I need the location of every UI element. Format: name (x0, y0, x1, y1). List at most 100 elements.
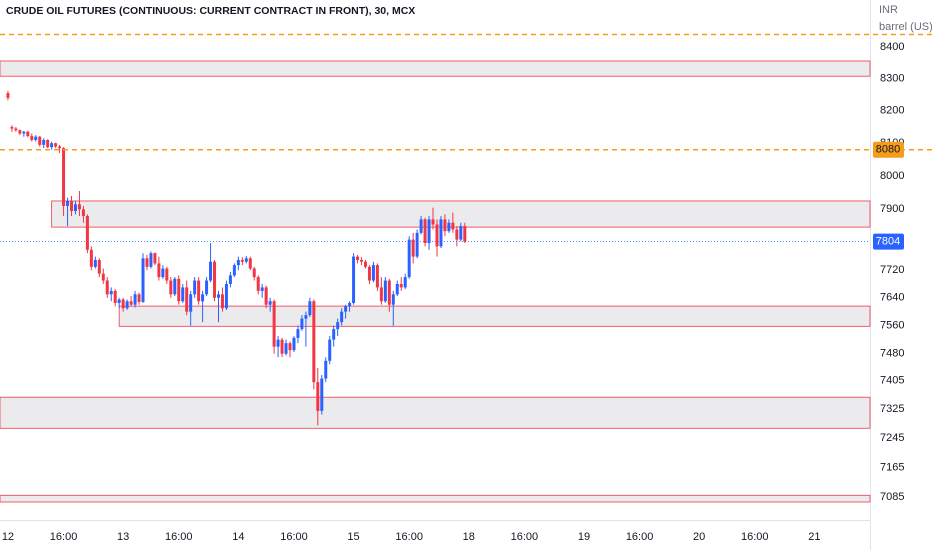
candle-body (360, 259, 364, 262)
candle-body (312, 301, 316, 383)
y-tick-label: 7325 (880, 403, 904, 415)
candle-body (304, 315, 308, 319)
x-tick-label: 16:00 (50, 531, 78, 543)
candle-body (50, 143, 54, 148)
candle-body (419, 219, 423, 233)
zone (0, 494, 871, 503)
candle-body (352, 256, 356, 303)
candle-body (399, 283, 403, 288)
x-tick-label: 16:00 (626, 531, 654, 543)
y-tick-label: 8300 (880, 73, 904, 85)
candle-body (70, 200, 74, 211)
y-tick-label: 8400 (880, 41, 904, 53)
candle-body (149, 253, 153, 267)
candle-body (264, 287, 268, 305)
zone (0, 396, 871, 429)
candle-body (125, 301, 129, 309)
candle-body (165, 268, 169, 281)
candle-body (375, 265, 379, 288)
zone (118, 305, 871, 327)
candle-body (391, 294, 395, 305)
candle-body (66, 200, 70, 206)
candle-body (240, 259, 244, 262)
candle-body (336, 322, 340, 330)
candle-body (189, 294, 193, 312)
candle-body (133, 294, 137, 305)
candle-body (109, 290, 113, 295)
candle-body (300, 318, 304, 330)
candle-body (62, 148, 66, 206)
candle-body (161, 268, 165, 278)
candle-body (54, 143, 58, 147)
candle-body (113, 290, 117, 303)
candle-body (224, 283, 228, 309)
x-tick-label: 12 (2, 531, 14, 543)
candle-body (256, 277, 260, 291)
candle-body (209, 261, 213, 281)
candle-body (157, 263, 161, 278)
candle-body (220, 294, 224, 309)
candle-body (81, 209, 85, 217)
candle-body (213, 261, 217, 298)
y-tick-label: 7640 (880, 292, 904, 304)
candle-body (77, 204, 81, 210)
x-tick-label: 16:00 (280, 531, 308, 543)
candle-body (379, 287, 383, 302)
candle-body (205, 280, 209, 295)
candle-body (439, 219, 443, 247)
candle-body (280, 339, 284, 354)
y-tick-label: 7480 (880, 348, 904, 360)
candle-body (431, 219, 435, 225)
candle-body (26, 131, 30, 137)
candle-body (356, 256, 360, 260)
candle-body (308, 301, 312, 316)
candle-body (193, 280, 197, 295)
y-tick-label: 7245 (880, 432, 904, 444)
candle-body (34, 136, 38, 140)
y-tick-label: 7900 (880, 203, 904, 215)
candle-body (459, 226, 463, 240)
candle-body (340, 311, 344, 323)
candle-body (447, 222, 451, 232)
y-tick-label: 7405 (880, 374, 904, 386)
y-tick-label: 7560 (880, 320, 904, 332)
candle-body (332, 329, 336, 340)
x-tick-label: 21 (808, 531, 820, 543)
candle-body (46, 139, 50, 148)
candle-body (6, 93, 10, 98)
candle-body (407, 239, 411, 278)
chart-title: CRUDE OIL FUTURES (CONTINUOUS: CURRENT C… (6, 5, 415, 17)
candle-body (169, 280, 173, 295)
x-tick-label: 18 (463, 531, 475, 543)
candle-body (177, 278, 181, 302)
candle-body (411, 239, 415, 257)
x-tick-label: 16:00 (511, 531, 539, 543)
candle-body (296, 329, 300, 338)
candle-body (276, 339, 280, 347)
candle-body (292, 337, 296, 351)
candle-body (387, 280, 391, 305)
currency: INR (879, 4, 898, 16)
candle-body (117, 299, 121, 303)
candle-body (141, 258, 145, 302)
last-price-bg (873, 233, 904, 250)
candle-body (288, 343, 292, 351)
candle-body (22, 131, 26, 134)
candle-body (363, 261, 367, 267)
candle-body (272, 301, 276, 347)
x-tick-label: 16:00 (741, 531, 769, 543)
candle-body (173, 278, 177, 295)
candle-body (201, 294, 205, 302)
level-label-bg (873, 141, 904, 158)
last-price-label: 7804 (876, 236, 900, 248)
candle-body (316, 382, 320, 411)
candle-body (383, 280, 387, 302)
candle-body (14, 128, 18, 131)
candle-body (85, 216, 89, 250)
x-tick-label: 19 (578, 531, 590, 543)
candle-body (121, 299, 125, 309)
candle-body (30, 136, 34, 140)
x-tick-label: 14 (232, 531, 244, 543)
candle-body (58, 146, 62, 149)
candle-body (185, 287, 189, 312)
